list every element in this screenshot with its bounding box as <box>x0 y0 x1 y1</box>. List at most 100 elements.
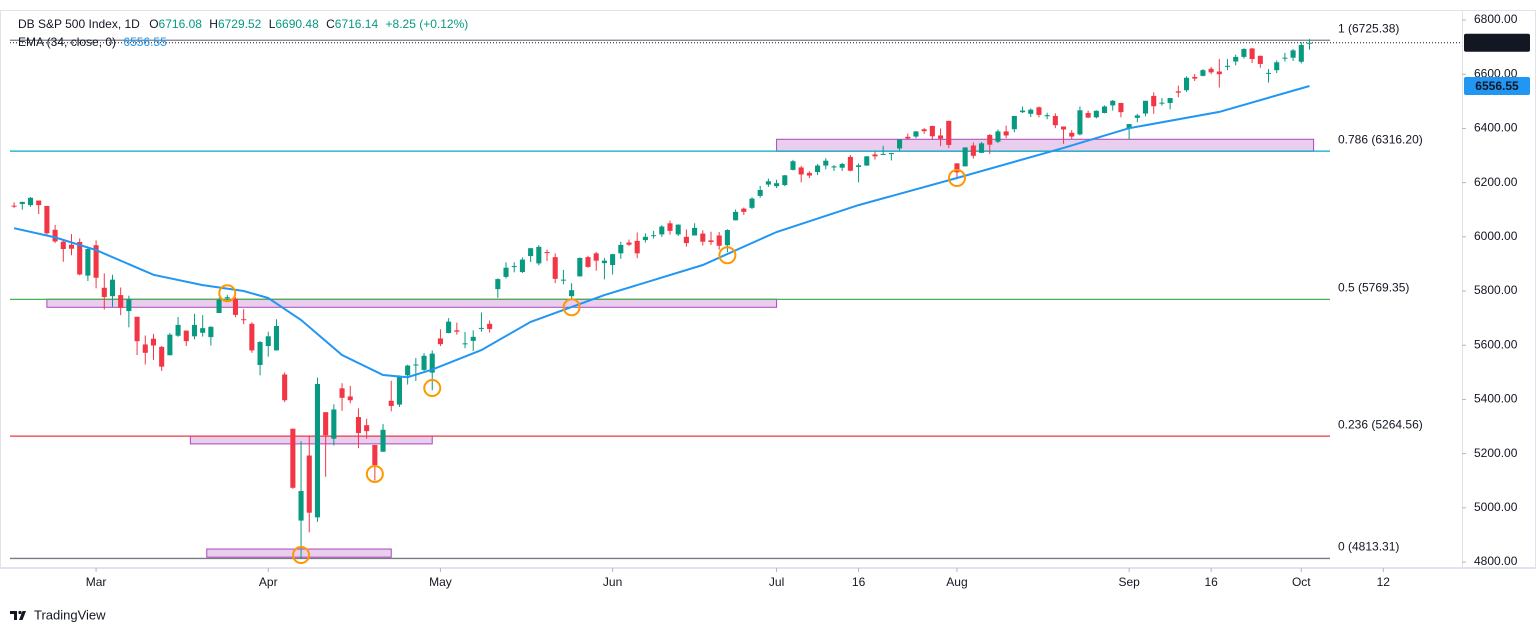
candle-body <box>880 153 886 155</box>
candle-body <box>987 134 993 145</box>
candle-body <box>642 236 648 241</box>
pivot-marker <box>718 246 737 265</box>
candle-body <box>913 131 919 137</box>
fib-label: 0 (4813.31) <box>1338 540 1399 554</box>
candle-body <box>421 355 427 370</box>
candle-body <box>429 353 435 373</box>
candle-body <box>298 491 304 521</box>
pivot-marker <box>365 464 384 483</box>
candle-body <box>249 323 255 351</box>
candle-body <box>388 400 394 406</box>
candle-body <box>585 257 591 267</box>
candle-body <box>273 325 280 351</box>
candle-body <box>823 160 829 166</box>
candle-body <box>1052 115 1058 126</box>
candle-body <box>1241 49 1247 57</box>
y-tick-label: 5800.00 <box>1474 283 1518 297</box>
fib-label: 1 (6725.38) <box>1338 21 1399 35</box>
candle-body <box>44 205 50 234</box>
candle-body <box>1142 100 1149 114</box>
ohlc-letter: C <box>326 17 335 31</box>
candle-body <box>175 324 181 336</box>
ema-name: EMA (34, close, 0) <box>18 35 116 49</box>
x-tick-label: May <box>429 575 452 589</box>
candle-body <box>905 136 911 139</box>
fib-label: 0.786 (6316.20) <box>1338 132 1423 146</box>
candle-body <box>216 299 222 313</box>
candle-body <box>462 343 468 345</box>
candle-body <box>314 383 320 518</box>
candle-body <box>1126 124 1132 129</box>
header: DB S&P 500 Index, 1D O6716.08 H6729.52 L… <box>18 17 468 31</box>
candle-body <box>511 266 517 268</box>
candle-body <box>1085 112 1091 118</box>
indicator-legend: EMA (34, close, 0) 6556.55 <box>18 35 167 49</box>
candle-body <box>528 248 534 257</box>
y-tick-label: 6000.00 <box>1474 229 1518 243</box>
x-tick-label: Sep <box>1118 575 1140 589</box>
candle-body <box>339 388 345 398</box>
candle-body <box>52 229 58 242</box>
candle-body <box>446 321 452 334</box>
candle-body <box>1003 131 1009 136</box>
candle-body <box>872 154 878 157</box>
candle-body <box>134 316 140 342</box>
x-tick-label: Apr <box>259 575 278 589</box>
candle-body <box>847 156 853 171</box>
candle-body <box>364 425 370 432</box>
y-tick-label: 5000.00 <box>1474 500 1518 514</box>
candle-body <box>355 417 361 434</box>
candle-body <box>634 240 640 254</box>
candle-body <box>413 364 419 366</box>
candle-body <box>815 165 821 173</box>
candle-body <box>954 163 960 173</box>
candle-body <box>765 181 771 185</box>
candle-body <box>1044 115 1050 117</box>
candle-body <box>962 147 968 167</box>
candle-body <box>19 201 25 205</box>
ema-price-label: 6556.55 <box>1475 79 1519 93</box>
candle-body <box>1175 91 1181 93</box>
candle-body <box>290 428 296 488</box>
candle-body <box>1298 44 1304 62</box>
candle-body <box>495 279 501 290</box>
candle-body <box>1167 98 1173 103</box>
close-value: 6716.14 <box>335 17 379 31</box>
candle-body <box>724 230 730 246</box>
candle-body <box>1118 102 1124 113</box>
candle-body <box>1060 126 1067 130</box>
candle-body <box>569 290 575 297</box>
candle-body <box>683 236 689 244</box>
candle-body <box>651 235 657 237</box>
candle-body <box>708 240 714 242</box>
candle-body <box>741 208 747 212</box>
candle-body <box>118 295 124 308</box>
candle-body <box>831 166 837 168</box>
candle-body <box>372 444 378 466</box>
candle-body <box>150 338 157 346</box>
candle-body <box>1282 57 1288 59</box>
candle-body <box>618 244 624 254</box>
candle-body <box>774 183 780 187</box>
candle-body <box>519 259 525 273</box>
support-zone <box>189 435 433 445</box>
candle-body <box>970 145 976 156</box>
x-tick-label: Aug <box>946 575 967 589</box>
candle-body <box>806 172 812 176</box>
candle-body <box>749 198 755 208</box>
support-zone <box>776 138 1315 152</box>
candle-body <box>331 409 337 439</box>
ohlc-letter: L <box>269 17 276 31</box>
fib-label: 0.5 (5769.35) <box>1338 281 1409 295</box>
candle-body <box>470 336 476 341</box>
last-price-label: 6716.14 <box>1475 36 1519 50</box>
ohlc-letter: H <box>209 17 218 31</box>
pivot-marker <box>947 169 966 188</box>
candle-body <box>1101 106 1108 113</box>
y-tick-label: 5400.00 <box>1474 392 1518 406</box>
candle-body <box>675 224 681 235</box>
candle-body <box>1274 62 1280 71</box>
logo-dot <box>18 610 22 615</box>
candle-body <box>601 260 607 264</box>
x-tick-label: Jun <box>603 575 622 589</box>
